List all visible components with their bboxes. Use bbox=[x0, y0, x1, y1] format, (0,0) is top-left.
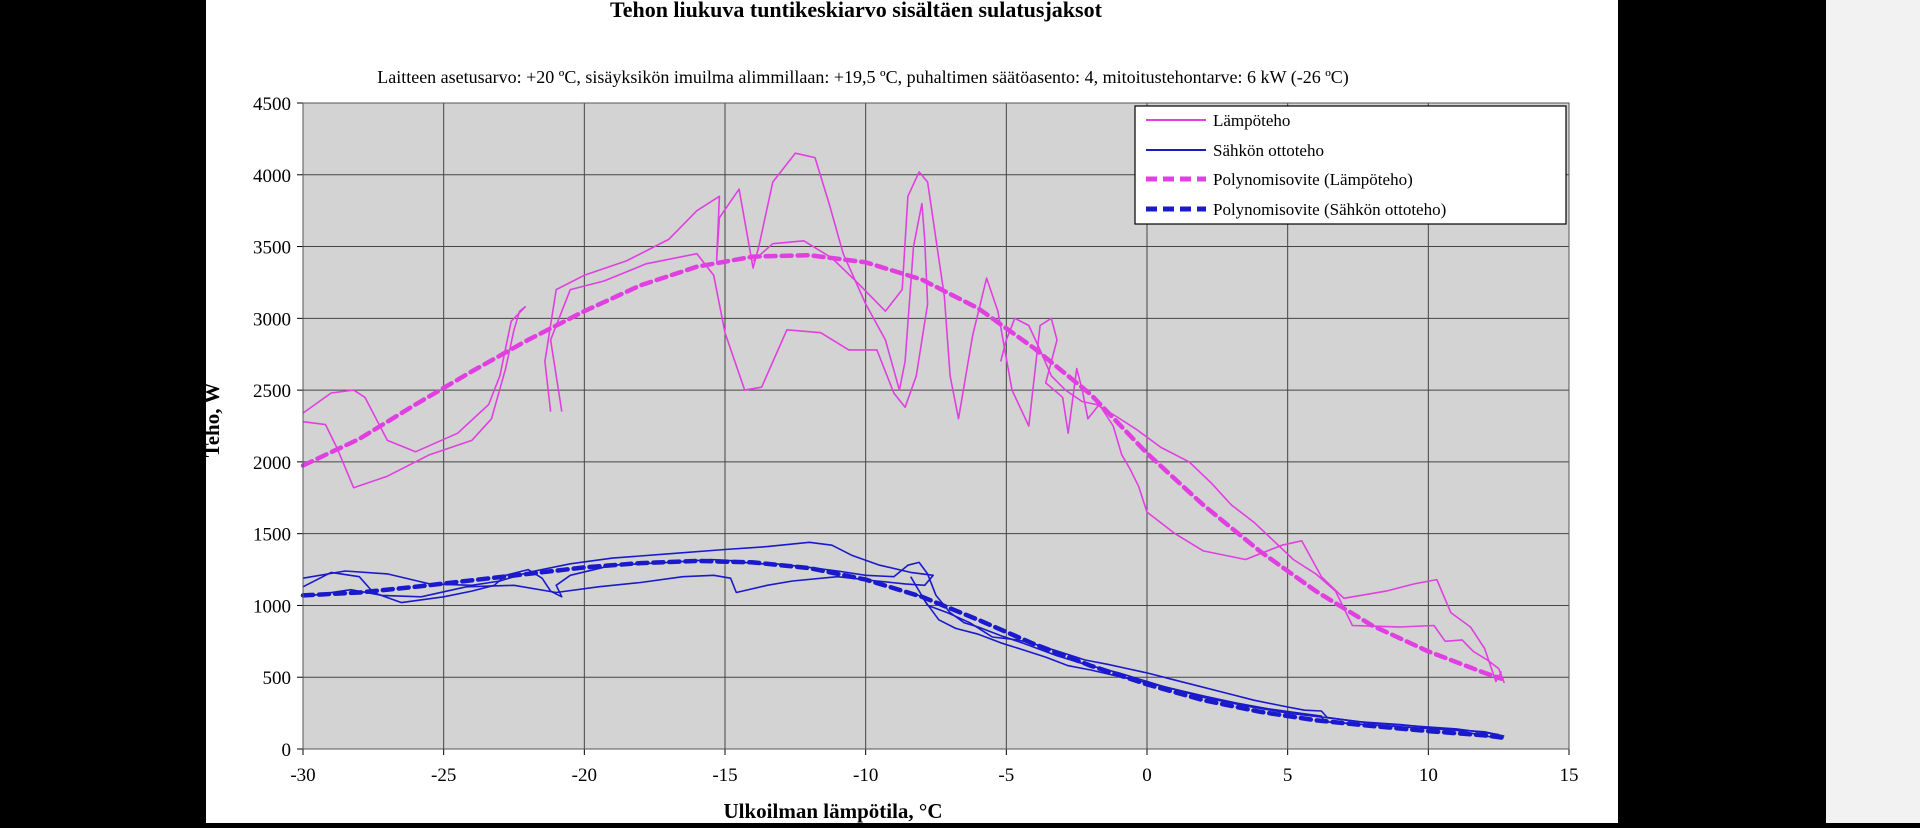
x-tick-label: -5 bbox=[998, 765, 1014, 786]
chart-svg: Tehon liukuva tuntikeskiarvo sisältäen s… bbox=[200, 0, 1579, 823]
legend-label-fit-sahko: Polynomisovite (Sähkön ottoteho) bbox=[1213, 200, 1446, 219]
plot-border bbox=[302, 102, 1570, 750]
y-tick-label: 2500 bbox=[253, 381, 291, 402]
fit-lampoteho-line bbox=[300, 252, 1504, 681]
y-tick-label: 1500 bbox=[253, 525, 291, 546]
x-axis-label: Ulkoilman lämpötila, °C bbox=[723, 799, 942, 823]
chart-subtitle: Laitteen asetusarvo: +20 ºC, sisäyksikön… bbox=[377, 67, 1349, 88]
y-tick-label: 1000 bbox=[253, 596, 291, 617]
legend-label-lampoteho: Lämpöteho bbox=[1213, 111, 1290, 130]
y-tick-label: 4500 bbox=[253, 94, 291, 115]
axis-ticks: -30 -25 -20 -15 -10 -5 0 5 10 15 0 500 1000 1500 2000 2… bbox=[253, 94, 1579, 786]
x-tick-label: -25 bbox=[431, 765, 456, 786]
lampoteho-line bbox=[544, 152, 929, 412]
y-tick-label: 4000 bbox=[253, 166, 291, 187]
x-tick-label: -10 bbox=[853, 765, 878, 786]
x-tick-label: -20 bbox=[572, 765, 597, 786]
legend: Lämpöteho Sähkön ottoteho Polynomisovite… bbox=[1134, 105, 1567, 225]
lampoteho-line bbox=[302, 305, 527, 489]
x-tick-label: 0 bbox=[1142, 765, 1152, 786]
x-tick-label: 5 bbox=[1283, 765, 1293, 786]
x-tick-label: -15 bbox=[712, 765, 737, 786]
chart-figure: Tehon liukuva tuntikeskiarvo sisältäen s… bbox=[200, 0, 1618, 823]
x-tick-label: 10 bbox=[1419, 765, 1438, 786]
y-tick-label: 500 bbox=[263, 668, 292, 689]
legend-box bbox=[1134, 105, 1567, 225]
sahko-ottoteho-line bbox=[910, 576, 1505, 737]
y-axis-label: Teho, W bbox=[206, 383, 224, 458]
y-tick-label: 0 bbox=[282, 740, 292, 761]
y-tick-label: 3000 bbox=[253, 309, 291, 330]
fit-sahko-line bbox=[300, 558, 1504, 740]
y-tick-label: 3500 bbox=[253, 238, 291, 259]
lampoteho-line bbox=[999, 317, 1506, 684]
right-margin bbox=[1826, 0, 1920, 823]
chart-title: Tehon liukuva tuntikeskiarvo sisältäen s… bbox=[610, 0, 1103, 22]
legend-label-sahko: Sähkön ottoteho bbox=[1213, 141, 1324, 160]
y-tick-label: 2000 bbox=[253, 453, 291, 474]
x-tick-label: 15 bbox=[1560, 765, 1579, 786]
x-tick-label: -30 bbox=[290, 765, 315, 786]
legend-label-fit-lampoteho: Polynomisovite (Lämpöteho) bbox=[1213, 170, 1413, 189]
lampoteho-line bbox=[752, 171, 1503, 683]
series-layer bbox=[300, 152, 1506, 740]
